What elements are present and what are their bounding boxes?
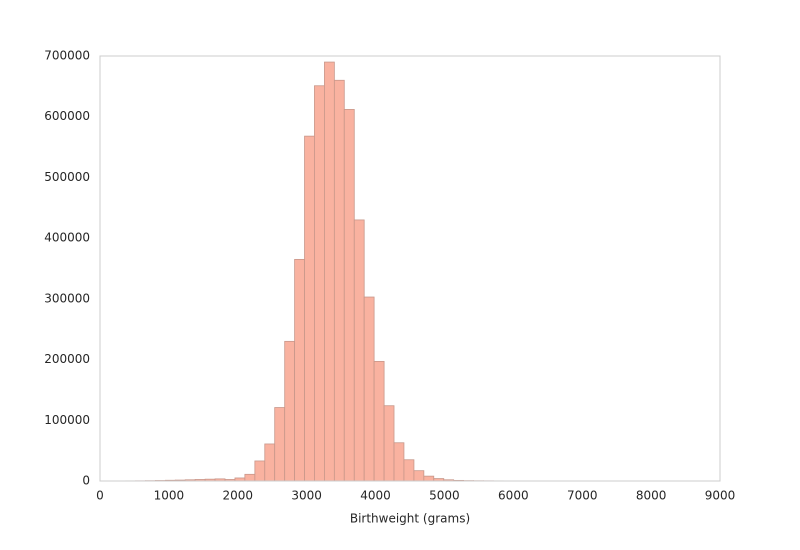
y-tick-label: 400000 <box>44 231 90 245</box>
x-tick-label: 6000 <box>498 489 529 503</box>
y-tick-label: 600000 <box>44 109 90 123</box>
bar <box>324 61 335 482</box>
x-tick-label: 7000 <box>567 489 598 503</box>
bar <box>333 79 345 482</box>
bar <box>353 219 365 482</box>
bar <box>244 473 256 482</box>
x-tick-label: 1000 <box>154 489 185 503</box>
y-tick-label: 300000 <box>44 291 90 305</box>
bar <box>284 340 296 482</box>
bar <box>403 459 415 482</box>
x-axis-label: Birthweight (grams) <box>350 512 470 526</box>
bar <box>314 85 325 482</box>
bar <box>274 407 286 482</box>
y-tick-label: 0 <box>82 474 90 488</box>
bar <box>264 443 276 482</box>
x-tick-label: 9000 <box>705 489 736 503</box>
x-tick-label: 2000 <box>223 489 254 503</box>
bar <box>363 296 375 482</box>
bar <box>343 109 355 482</box>
bar <box>413 470 425 482</box>
x-tick-label: 8000 <box>636 489 667 503</box>
y-tick-label: 700000 <box>44 49 90 63</box>
bar <box>294 258 305 482</box>
bar <box>373 360 385 482</box>
plot-frame <box>99 55 721 482</box>
x-tick-label: 3000 <box>291 489 322 503</box>
x-tick-label: 4000 <box>360 489 391 503</box>
y-tick-label: 100000 <box>44 413 90 427</box>
bar <box>304 135 315 482</box>
x-tick-label: 0 <box>96 489 104 503</box>
bar <box>383 405 395 482</box>
x-tick-label: 5000 <box>429 489 460 503</box>
y-tick-label: 200000 <box>44 352 90 366</box>
bar <box>393 442 405 482</box>
bar <box>254 460 266 482</box>
y-tick-label: 500000 <box>44 170 90 184</box>
bar <box>423 475 435 482</box>
